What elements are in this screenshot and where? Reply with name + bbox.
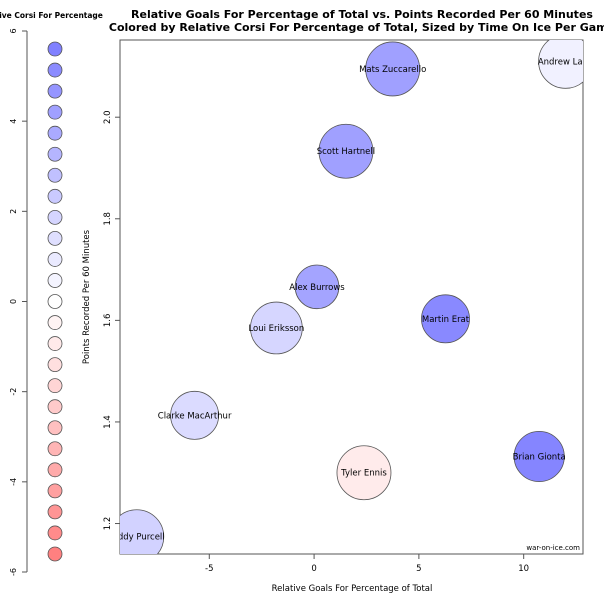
legend-swatch (47, 399, 63, 415)
legend-swatch (47, 483, 63, 499)
point-label: Martin Erat (422, 315, 470, 325)
bubble-point: Martin Erat (421, 294, 470, 344)
watermark: war-on-ice.com (526, 544, 580, 552)
y-tick-label: 1.4 (103, 415, 113, 429)
bubble (318, 123, 374, 179)
legend-swatch (47, 83, 63, 99)
bubble-point: Scott Hartnell (317, 123, 375, 179)
legend-swatch (47, 462, 63, 478)
y-tick-label: 2.0 (103, 110, 113, 124)
bubble-point: Clarke MacArthur (158, 390, 232, 440)
bubble (336, 445, 392, 501)
legend-tick-label: -2 (9, 388, 18, 396)
legend-swatch (47, 378, 63, 394)
bubble-point: Loui Eriksson (248, 301, 304, 355)
x-tick-label: 10 (518, 564, 529, 574)
legend-title: Relative Corsi For Percentage (0, 11, 103, 20)
y-axis-label: Points Recorded Per 60 Minutes (82, 229, 92, 364)
point-label: Tyler Ennis (340, 469, 387, 479)
legend-swatch (47, 230, 63, 246)
x-tick-label: 5 (416, 564, 421, 574)
bubble-point: Tyler Ennis (336, 445, 392, 501)
legend-tick-label: 2 (9, 209, 18, 214)
chart-subtitle: Colored by Relative Corsi For Percentage… (109, 21, 604, 34)
bubble-point: Brian Gionta (513, 430, 566, 482)
point-label: Clarke MacArthur (158, 411, 232, 421)
bubble (513, 430, 565, 482)
bubble (538, 40, 583, 89)
legend-swatch (47, 104, 63, 120)
legend-swatch (47, 441, 63, 457)
legend-swatch (47, 420, 63, 436)
bubble-point: Teddy Purcell (108, 509, 165, 554)
y-tick-label: 1.6 (103, 314, 113, 328)
bubble (365, 41, 421, 97)
legend-swatch (47, 294, 63, 309)
y-axis: 1.2 1.4 1.6 1.8 2.0 (103, 110, 121, 531)
legend-swatch (47, 62, 63, 78)
legend-swatch (47, 273, 63, 288)
bubble (294, 264, 340, 310)
bubble (250, 301, 303, 355)
y-tick-label: 1.8 (103, 212, 113, 226)
y-tick-label: 1.2 (103, 517, 113, 531)
bubble (120, 509, 165, 554)
legend-tick-label: 4 (9, 119, 18, 124)
legend-swatch (47, 188, 63, 204)
legend-tick-label: 0 (9, 299, 18, 304)
point-label: Loui Eriksson (248, 324, 304, 334)
x-axis: -5 0 5 10 (205, 553, 529, 574)
chart-title: Relative Goals For Percentage of Total v… (131, 8, 593, 21)
legend-swatch (47, 525, 63, 541)
legend-swatch (47, 504, 63, 520)
legend-swatch (47, 167, 63, 183)
bubble (170, 390, 220, 440)
legend-swatch (47, 209, 63, 225)
bubble-point: Alex Burrows (289, 264, 345, 310)
legend-swatch (47, 146, 63, 162)
legend-swatch (47, 41, 63, 57)
legend-tick-label: -6 (9, 568, 18, 576)
point-label: Alex Burrows (289, 283, 345, 293)
legend-swatch (47, 546, 63, 562)
bubble-point: Mats Zuccarello (359, 41, 426, 97)
legend-tick-label: 6 (9, 28, 18, 33)
legend-swatch (47, 357, 63, 373)
x-tick-label: -5 (205, 564, 213, 574)
legend-swatch (47, 252, 63, 267)
point-label: Brian Gionta (513, 452, 566, 462)
bubble (421, 294, 470, 344)
bubble-point: Andrew Ladd (538, 40, 594, 89)
legend-swatch (47, 125, 63, 141)
x-tick-label: 0 (311, 564, 316, 574)
legend-tick-label: -4 (9, 478, 18, 486)
point-label: Scott Hartnell (317, 147, 375, 157)
legend-swatch (47, 336, 63, 351)
point-label: Teddy Purcell (108, 533, 165, 543)
x-axis-label: Relative Goals For Percentage of Total (272, 584, 433, 594)
point-label: Mats Zuccarello (359, 65, 426, 75)
points-layer: Mats Zuccarello Andrew Ladd Scott Hartnell… (108, 40, 594, 554)
legend-swatch (47, 315, 63, 330)
color-legend: -6 -4 -2 0 2 4 6 (9, 28, 63, 576)
point-label: Andrew Ladd (538, 57, 594, 67)
